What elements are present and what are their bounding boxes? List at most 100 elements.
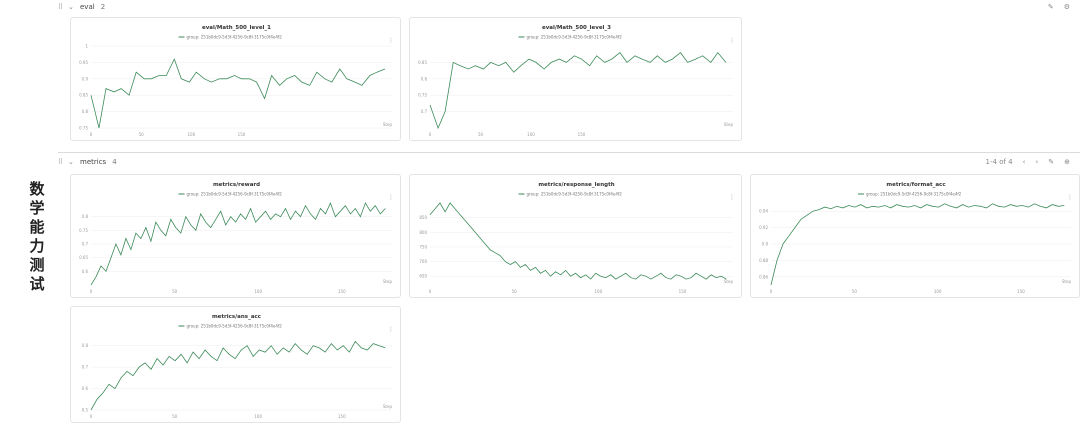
x-tick-label: 0 [90, 414, 93, 419]
menu-icon[interactable]: ⋮ [1067, 194, 1073, 201]
y-tick-label: 0.75 [418, 93, 427, 98]
legend-label: group: 251b0dc9-5d3f-4256-9c8f-3175c0f4e… [866, 192, 962, 197]
chart-title: metrics/ans_acc [212, 314, 261, 320]
section-count-metrics: 4 [112, 158, 117, 166]
x-tick-label: 100 [254, 289, 262, 294]
y-tick-label: 0.7 [421, 109, 428, 114]
x-axis-label: Step [1062, 279, 1072, 284]
x-tick-label: 100 [254, 414, 262, 419]
add-icon[interactable]: ⊕ [1064, 158, 1070, 166]
drag-handle-icon[interactable]: ⠿ [58, 158, 63, 166]
chart-format-acc: metrics/format_acc group: 251b0dc9-5d3f-4… [759, 182, 1073, 294]
y-tick-label: 0.9 [82, 76, 89, 81]
legend-label: group: 251b0dc9-5d3f-4256-9c8f-3175c0f4e… [187, 35, 283, 40]
series-line [429, 202, 727, 280]
y-tick-label: 0.5 [82, 408, 89, 413]
x-tick-label: 0 [90, 289, 93, 294]
series-line [90, 58, 386, 129]
y-tick-label: 700 [419, 259, 427, 264]
y-tick-label: 750 [419, 244, 427, 249]
x-tick-label: 50 [139, 132, 145, 137]
y-tick-label: 0.95 [79, 60, 88, 65]
menu-icon[interactable]: ⋮ [388, 37, 394, 44]
legend-label: group: 251b0dc9-5d3f-4256-9c8f-3175c0f4e… [187, 192, 283, 197]
chart-panel-response-length[interactable]: metrics/response_length group: 251b0dc9-5… [409, 174, 742, 298]
x-tick-label: 0 [770, 289, 773, 294]
x-tick-label: 50 [478, 132, 484, 137]
chevron-down-icon[interactable]: ⌄ [68, 158, 74, 166]
y-tick-label: 0.75 [79, 228, 88, 233]
y-tick-label: 0.7 [82, 365, 89, 370]
chevron-right-icon[interactable]: › [1035, 158, 1039, 166]
y-tick-label: 850 [419, 215, 427, 220]
section-name-metrics: metrics [80, 158, 107, 166]
chart-level1: eval/Math_500_level_1 group: 251b0dc9-5d3… [79, 25, 394, 137]
menu-icon[interactable]: ⋮ [388, 326, 394, 333]
chart-panel-format-acc[interactable]: metrics/format_acc group: 251b0dc9-5d3f-4… [750, 174, 1080, 298]
x-tick-label: 100 [595, 289, 603, 294]
legend-label: group: 251b0dc9-5d3f-4256-9c8f-3175c0f4e… [527, 35, 623, 40]
legend-label: group: 251b0dc9-5d3f-4256-9c8f-3175c0f4e… [187, 324, 283, 329]
x-axis-label: Step [724, 122, 734, 127]
chart-title: metrics/response_length [538, 182, 614, 188]
chart-title: metrics/format_acc [886, 182, 945, 188]
y-tick-label: 0.6 [82, 269, 89, 274]
y-tick-label: 0.85 [79, 93, 88, 98]
x-tick-label: 150 [1017, 289, 1025, 294]
section-name-eval: eval [80, 3, 95, 11]
gear-icon[interactable]: ⚙ [1063, 3, 1070, 11]
y-tick-label: 0.85 [418, 60, 427, 65]
pagination-text: 1-4 of 4 [985, 158, 1013, 166]
series-line [90, 340, 386, 411]
chart-title: metrics/reward [213, 182, 260, 188]
section-header-metrics[interactable]: ⠿ ⌄ metrics 4 1-4 of 4 ‹ › ✎ ⊕ [58, 155, 1080, 169]
x-tick-label: 100 [527, 132, 535, 137]
chart-ans-acc: metrics/ans_acc group: 251b0dc9-5d3f-4256… [82, 314, 394, 419]
edit-icon[interactable]: ✎ [1047, 3, 1054, 11]
y-tick-label: 0.88 [759, 258, 768, 263]
legend-label: group: 251b0dc9-5d3f-4256-9c8f-3175c0f4e… [527, 192, 623, 197]
x-tick-label: 100 [934, 289, 942, 294]
chart-panel-ans-acc[interactable]: metrics/ans_acc group: 251b0dc9-5d3f-4256… [70, 306, 401, 423]
menu-icon[interactable]: ⋮ [729, 194, 735, 201]
y-tick-label: 800 [419, 230, 427, 235]
drag-handle-icon[interactable]: ⠿ [58, 3, 63, 11]
series-line [770, 203, 1065, 286]
menu-icon[interactable]: ⋮ [729, 37, 735, 44]
y-tick-label: 0.75 [79, 126, 88, 131]
x-tick-label: 50 [172, 414, 178, 419]
x-tick-label: 0 [429, 289, 432, 294]
y-tick-label: 1 [85, 44, 88, 49]
side-title: 数学能力测试 [29, 180, 45, 293]
chart-panel-level1[interactable]: eval/Math_500_level_1 group: 251b0dc9-5d3… [70, 17, 401, 141]
x-axis-label: Step [383, 122, 393, 127]
section-header-eval[interactable]: ⠿ ⌄ eval 2 ✎ ⚙ [58, 0, 1080, 14]
chart-panel-level3[interactable]: eval/Math_500_level_3 group: 251b0dc9-5d3… [409, 17, 742, 141]
chevron-down-icon[interactable]: ⌄ [68, 3, 74, 11]
y-tick-label: 0.8 [421, 76, 428, 81]
y-tick-label: 0.92 [759, 225, 768, 230]
x-tick-label: 150 [679, 289, 687, 294]
chart-panel-reward[interactable]: metrics/reward group: 251b0dc9-5d3f-4256-… [70, 174, 401, 298]
x-tick-label: 150 [578, 132, 586, 137]
x-axis-label: Step [383, 404, 393, 409]
edit-icon[interactable]: ✎ [1048, 158, 1055, 166]
chevron-left-icon[interactable]: ‹ [1022, 158, 1026, 166]
y-tick-label: 0.65 [79, 255, 88, 260]
series-line [429, 51, 727, 130]
series-line [90, 201, 386, 286]
x-axis-label: Step [724, 279, 734, 284]
menu-icon[interactable]: ⋮ [388, 194, 394, 201]
chart-title: eval/Math_500_level_3 [542, 25, 611, 31]
x-tick-label: 50 [512, 289, 518, 294]
chart-reward: metrics/reward group: 251b0dc9-5d3f-4256-… [79, 182, 394, 294]
x-axis-label: Step [383, 279, 393, 284]
x-tick-label: 0 [429, 132, 432, 137]
x-tick-label: 0 [90, 132, 93, 137]
section-divider [58, 152, 1080, 153]
x-tick-label: 50 [852, 289, 858, 294]
y-tick-label: 0.9 [762, 242, 769, 247]
y-tick-label: 0.86 [759, 274, 768, 279]
x-tick-label: 100 [188, 132, 196, 137]
section-count-eval: 2 [100, 3, 106, 11]
